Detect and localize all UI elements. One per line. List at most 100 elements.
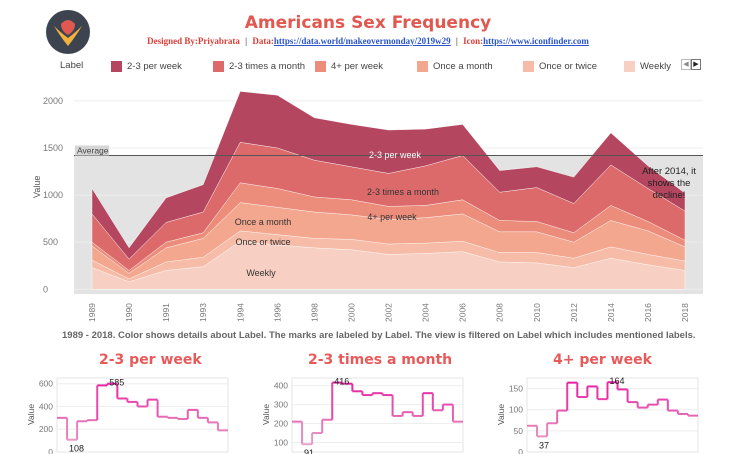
annotation-text: decline! (653, 190, 686, 201)
legend-label: Once a month (433, 60, 493, 72)
data-label: Data: (252, 36, 274, 46)
area-series-label: Once a month (235, 217, 292, 227)
y-tick-label: 400 (274, 381, 288, 391)
y-tick-label: 0 (518, 447, 523, 454)
y-axis-title: Value (32, 176, 42, 198)
legend-item[interactable]: 2-3 per week (111, 58, 182, 74)
x-tick-label: 2002 (384, 303, 394, 322)
min-value-label: 91 (304, 448, 314, 454)
legend-title: Label (60, 60, 84, 71)
annotation-text: After 2014, it (642, 166, 696, 177)
legend-prev-icon[interactable]: ◀ (681, 59, 691, 70)
x-tick-label: 1993 (198, 303, 208, 322)
legend-label: 2-3 per week (127, 60, 182, 72)
legend-swatch (624, 60, 635, 72)
small-chart-title: 2-3 times a month (308, 352, 453, 368)
plot-frame (526, 377, 699, 453)
separator: | (245, 36, 248, 46)
legend-pager: ◀ ▶ (681, 59, 701, 70)
legend-item[interactable]: 2-3 times a month (213, 58, 305, 74)
legend-item[interactable]: Weekly (624, 58, 671, 74)
small-step-chart-2-3-times-a-month: 100 200 300 400 Value 91 416 (261, 377, 464, 454)
x-tick-label: 2016 (643, 303, 653, 322)
x-tick-label: 2006 (458, 303, 468, 322)
average-label-bg (75, 145, 109, 156)
area-series-label: Weekly (246, 268, 276, 278)
x-tick-label: 1996 (272, 303, 282, 322)
area-series-label: 2-3 times a month (367, 187, 439, 197)
min-value-label: 37 (539, 440, 549, 450)
annotation-text: shows the (648, 178, 691, 189)
legend-item[interactable]: Once a month (417, 58, 493, 74)
y-tick-label: 400 (39, 401, 53, 411)
x-tick-label: 1990 (124, 303, 134, 322)
area-series-label: Once or twice (235, 237, 290, 247)
main-area-chart: 0 500 1000 1500 2000 Value Average 1989 1990 1991… (32, 91, 703, 322)
plot-frame (291, 377, 464, 453)
legend-swatch (111, 60, 122, 72)
icon-label: Icon: (463, 36, 484, 46)
y-tick-label: 200 (274, 419, 288, 429)
small-chart-title: 4+ per week (553, 352, 652, 368)
x-tick-label: 2018 (680, 303, 690, 322)
area-series-label: 4+ per week (367, 212, 417, 222)
y-axis-title: Value (496, 404, 506, 425)
chart-caption: 1989 - 2018. Color shows details about L… (62, 330, 696, 341)
x-tick-label: 2010 (532, 303, 542, 322)
x-tick-label: 2008 (495, 303, 505, 322)
designer-credit: Designed By:Priyabrata (147, 36, 240, 46)
small-chart-title: 2-3 per week (99, 352, 202, 368)
y-axis-title: Value (261, 404, 271, 425)
icon-source-link[interactable]: https://www.iconfinder.com (483, 36, 589, 46)
min-value-label: 108 (69, 444, 84, 454)
y-tick-label: 100 (274, 438, 288, 448)
y-tick-label: 2000 (43, 96, 63, 106)
legend-swatch (213, 60, 224, 72)
legend-swatch (523, 60, 534, 72)
plot-frame (56, 377, 229, 453)
y-tick-label: 150 (509, 384, 523, 394)
y-tick-label: 50 (514, 426, 524, 436)
x-tick-label: 1989 (87, 303, 97, 322)
legend-label: Weekly (640, 60, 671, 72)
x-tick-label: 1994 (235, 303, 245, 322)
credits-line: Designed By:Priyabrata | Data:https://da… (0, 36, 736, 46)
legend-item[interactable]: 4+ per week (315, 58, 383, 74)
area-series-label: 2-3 per week (369, 150, 422, 160)
y-tick-label: 500 (43, 237, 58, 247)
x-tick-label: 2000 (346, 303, 356, 322)
x-tick-label: 2012 (569, 303, 579, 322)
data-source-link[interactable]: https://data.world/makeovermonday/2019w2… (273, 36, 451, 46)
y-axis-title: Value (26, 404, 36, 425)
area-series-2-3-per-week (91, 91, 686, 260)
small-step-chart-2-3-per-week: 0 200 400 600 Value 108 585 (26, 377, 229, 454)
legend-label: 4+ per week (331, 60, 384, 72)
x-tick-label: 1998 (309, 303, 319, 322)
legend-swatch (417, 60, 428, 72)
legend-label: 2-3 times a month (229, 60, 306, 72)
x-tick-label: 2014 (606, 303, 616, 322)
y-tick-label: 200 (39, 424, 53, 434)
y-tick-label: 600 (39, 379, 53, 389)
max-value-label: 585 (109, 378, 124, 388)
legend-next-icon[interactable]: ▶ (691, 59, 701, 70)
x-tick-label: 1991 (161, 303, 171, 322)
y-tick-label: 1000 (43, 190, 63, 200)
legend-item[interactable]: Once or twice (523, 58, 597, 74)
y-tick-label: 0 (43, 284, 48, 294)
max-value-label: 164 (609, 376, 624, 386)
y-tick-label: 0 (48, 447, 53, 454)
legend-label: Once or twice (539, 60, 598, 72)
y-tick-label: 1500 (43, 143, 63, 153)
y-tick-label: 100 (509, 405, 523, 415)
max-value-label: 416 (334, 377, 349, 387)
legend-swatch (315, 60, 326, 72)
y-tick-label: 300 (274, 400, 288, 410)
logo-hands (54, 26, 82, 46)
separator: | (455, 36, 458, 46)
logo-heart (61, 20, 75, 35)
average-label: Average (77, 145, 109, 155)
x-tick-label: 2004 (421, 303, 431, 322)
logo (46, 10, 90, 54)
